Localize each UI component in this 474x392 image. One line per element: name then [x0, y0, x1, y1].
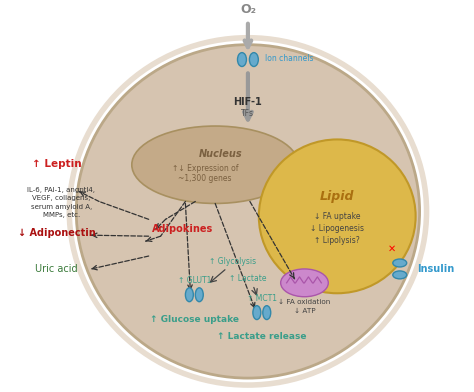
Text: ↑ MCT1: ↑ MCT1 — [247, 294, 277, 303]
Text: ↑ Leptin: ↑ Leptin — [32, 159, 81, 169]
Ellipse shape — [195, 288, 203, 302]
Text: ↑↓ Expression of: ↑↓ Expression of — [172, 164, 238, 173]
Ellipse shape — [249, 53, 258, 67]
Ellipse shape — [253, 306, 261, 319]
Text: ↓ FA uptake: ↓ FA uptake — [314, 212, 361, 221]
Text: ↓ Adiponectin: ↓ Adiponectin — [18, 228, 95, 238]
Text: Nucleus: Nucleus — [198, 149, 242, 159]
Ellipse shape — [393, 271, 407, 279]
Ellipse shape — [185, 288, 193, 302]
Text: ~1,300 genes: ~1,300 genes — [179, 174, 232, 183]
Text: TFs: TFs — [241, 109, 255, 118]
Text: Lipid: Lipid — [320, 190, 355, 203]
Text: ↑ Glycolysis: ↑ Glycolysis — [210, 256, 256, 265]
Text: ↓ Lipogenesis: ↓ Lipogenesis — [310, 224, 364, 233]
Ellipse shape — [393, 259, 407, 267]
Ellipse shape — [281, 269, 328, 297]
Text: Ion channels: Ion channels — [265, 54, 313, 63]
Ellipse shape — [132, 126, 299, 203]
Text: Insulin: Insulin — [418, 264, 455, 274]
Text: O₂: O₂ — [240, 3, 256, 16]
Text: ↑ GLUT1: ↑ GLUT1 — [178, 276, 211, 285]
Text: ↓ ATP: ↓ ATP — [294, 308, 315, 314]
Text: ↑ Lactate release: ↑ Lactate release — [217, 332, 307, 341]
Ellipse shape — [76, 45, 419, 378]
Ellipse shape — [259, 140, 416, 293]
Text: Adipokines: Adipokines — [152, 224, 213, 234]
Text: ↑ Lipolysis?: ↑ Lipolysis? — [314, 236, 360, 245]
Text: Uric acid: Uric acid — [35, 264, 78, 274]
Ellipse shape — [237, 53, 246, 67]
Text: ↓ FA oxidation: ↓ FA oxidation — [278, 299, 330, 305]
Text: ✕: ✕ — [388, 244, 396, 254]
Ellipse shape — [263, 306, 271, 319]
Text: ↑ Lactate: ↑ Lactate — [229, 274, 267, 283]
Text: HIF-1: HIF-1 — [234, 97, 262, 107]
Text: ↑ Glucose uptake: ↑ Glucose uptake — [150, 315, 239, 323]
Text: IL-6, PAI-1, angptl4,
VEGF, collagens,
serum amyloid A,
MMPs, etc.: IL-6, PAI-1, angptl4, VEGF, collagens, s… — [27, 187, 95, 218]
